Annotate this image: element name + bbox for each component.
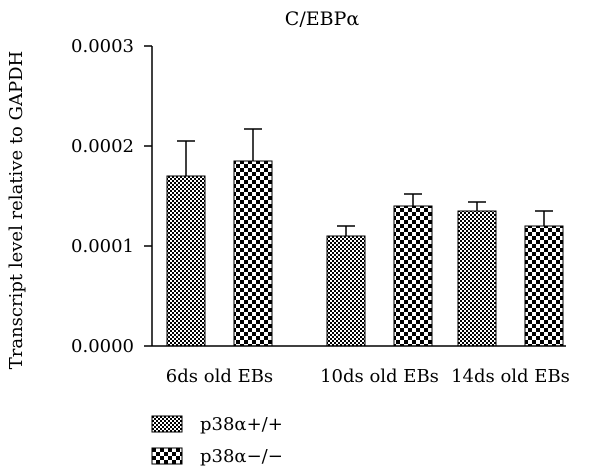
bar xyxy=(524,225,564,347)
x-tick-label: 10ds old EBs xyxy=(320,366,439,387)
legend-item: p38α−/− xyxy=(151,446,283,467)
bar xyxy=(326,235,366,347)
bar xyxy=(457,210,497,347)
y-axis-label: Transcript level relative to GAPDH xyxy=(6,51,27,370)
legend-item: p38α+/+ xyxy=(151,414,283,435)
y-tick-label: 0.0000 xyxy=(71,336,134,357)
chart-title: C/EBPα xyxy=(285,8,360,30)
legend-label: p38α−/− xyxy=(200,446,283,467)
legend: p38α+/+ p38α−/− xyxy=(151,414,283,467)
legend-swatch-p38a-ko xyxy=(151,447,183,465)
bar xyxy=(393,205,433,347)
y-tick-label: 0.0002 xyxy=(71,136,134,157)
y-axis: 0.0000 0.0001 0.0002 0.0003 xyxy=(71,36,153,357)
bar xyxy=(233,160,273,347)
bar xyxy=(166,175,206,347)
legend-swatch-p38a-wt xyxy=(151,415,183,433)
x-axis: 6ds old EBs 10ds old EBs 14ds old EBs xyxy=(152,345,570,387)
legend-label: p38α+/+ xyxy=(200,414,283,435)
x-tick-label: 6ds old EBs xyxy=(166,366,273,387)
bars-group xyxy=(166,128,564,347)
x-tick-label: 14ds old EBs xyxy=(451,366,570,387)
y-tick-label: 0.0003 xyxy=(71,36,134,57)
y-tick-label: 0.0001 xyxy=(71,236,134,257)
